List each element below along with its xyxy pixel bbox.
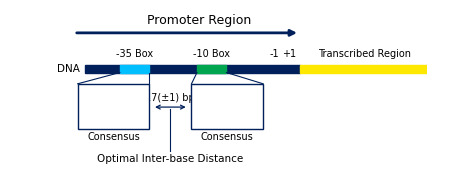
- Text: Consensus: Consensus: [87, 132, 140, 142]
- Bar: [197, 64, 227, 73]
- Bar: [78, 84, 149, 129]
- Text: TATAAT: TATAAT: [200, 100, 255, 113]
- Text: DNA: DNA: [56, 64, 80, 74]
- Text: -1: -1: [269, 49, 279, 59]
- Text: +1: +1: [282, 49, 296, 59]
- Text: -10 Box: -10 Box: [193, 49, 230, 59]
- Text: 17(±1) bp: 17(±1) bp: [146, 93, 195, 103]
- Bar: [85, 64, 300, 73]
- Text: Transcribed Region: Transcribed Region: [318, 49, 410, 59]
- Bar: [120, 64, 149, 73]
- Text: TTGACA: TTGACA: [84, 100, 143, 113]
- Bar: [191, 84, 263, 129]
- Bar: [300, 64, 427, 73]
- Text: -35 Box: -35 Box: [116, 49, 153, 59]
- Text: Optimal Inter-base Distance: Optimal Inter-base Distance: [97, 154, 244, 164]
- Text: Promoter Region: Promoter Region: [147, 14, 252, 27]
- Text: Consensus: Consensus: [201, 132, 254, 142]
